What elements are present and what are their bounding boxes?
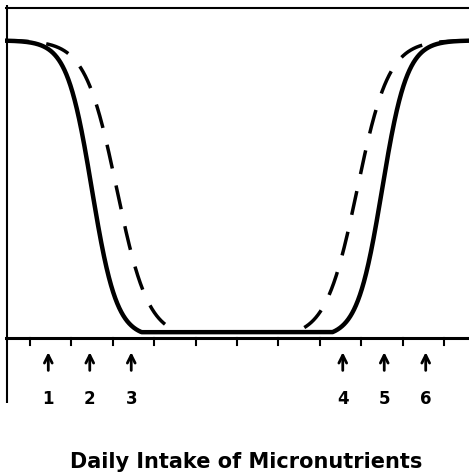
Text: 6: 6 bbox=[420, 390, 431, 408]
Text: 5: 5 bbox=[378, 390, 390, 408]
Text: 4: 4 bbox=[337, 390, 348, 408]
Text: 2: 2 bbox=[84, 390, 96, 408]
Text: Daily Intake of Micronutrients: Daily Intake of Micronutrients bbox=[70, 452, 423, 472]
Text: 3: 3 bbox=[126, 390, 137, 408]
Text: 1: 1 bbox=[43, 390, 54, 408]
